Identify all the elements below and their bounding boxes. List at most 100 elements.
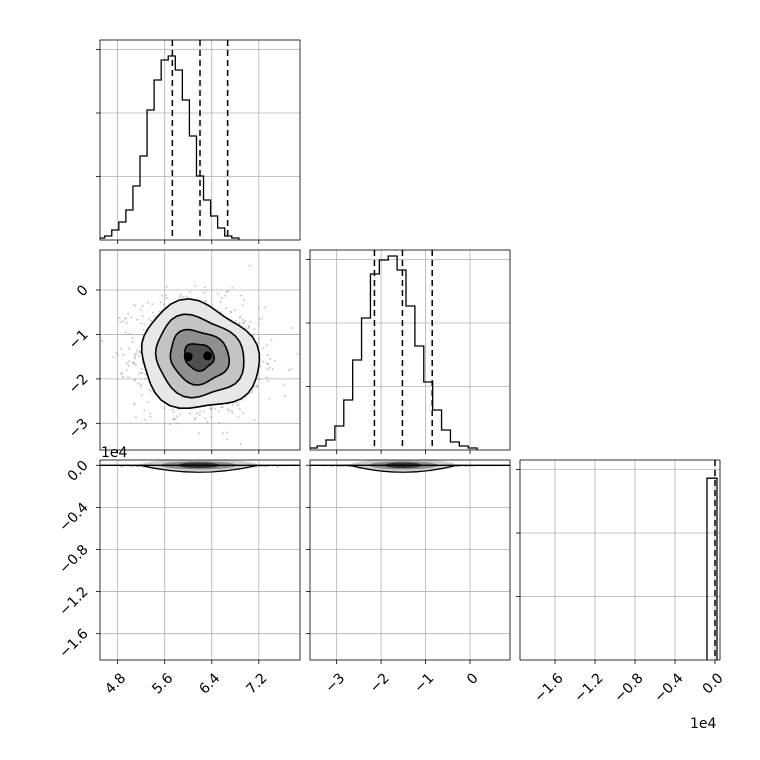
- joint-p0-p1-sample-point: [262, 346, 265, 349]
- joint-p0-p1-sample-point: [112, 356, 115, 359]
- ytick-label-p1-2: −1: [66, 327, 92, 353]
- joint-p0-p1-sample-point: [172, 410, 175, 413]
- joint-p0-p1-sample-point: [151, 311, 154, 314]
- joint-p0-p1-sample-point: [202, 410, 205, 413]
- hist-p0-histogram-step: [100, 55, 240, 240]
- hist-p2-frame: [519, 459, 721, 661]
- joint-p0-p1-sample-point: [125, 321, 128, 324]
- joint-p0-p1-sample-point: [125, 362, 128, 365]
- joint-p0-p1-sample-point: [253, 328, 256, 331]
- joint-p0-p1-sample-point: [262, 360, 265, 363]
- offset-label-left: 1e4: [101, 445, 128, 461]
- joint-p0-p2-contour-outer: [139, 464, 258, 473]
- joint-p0-p1-sample-point: [241, 304, 244, 307]
- joint-p0-p1-sample-point: [242, 411, 245, 414]
- joint-p0-p1-sample-point: [296, 352, 299, 355]
- joint-p0-p1-sample-point: [231, 286, 234, 289]
- joint-p0-p1-sample-point: [139, 385, 142, 388]
- joint-p0-p1-sample-point: [234, 319, 237, 322]
- joint-p0-p1-sample-point: [139, 371, 142, 374]
- xtick-label-p2-4: 0.0: [700, 670, 727, 697]
- joint-p0-p1-sample-point: [143, 323, 146, 326]
- joint-p0-p1-sample-point: [133, 361, 136, 364]
- joint-p0-p1-sample-point: [127, 312, 130, 315]
- joint-p1-p2-frame: [309, 459, 511, 661]
- joint-p0-p1-sample-point: [127, 347, 130, 350]
- joint-p0-p1-sample-point: [127, 376, 130, 379]
- joint-p0-p1-sample-point: [220, 296, 223, 299]
- joint-p1-p2-sample-point: [528, 465, 530, 467]
- joint-p0-p1-sample-point: [128, 332, 131, 335]
- joint-p0-p1-sample-point: [270, 339, 273, 342]
- joint-p0-p1-sample-point: [120, 372, 123, 375]
- joint-p0-p1-sample-point: [179, 296, 182, 299]
- joint-p0-p1-sample-point: [140, 322, 143, 325]
- joint-p0-p1-sample-point: [268, 366, 271, 369]
- joint-p0-p1-sample-point: [237, 415, 240, 418]
- joint-p0-p1-sample-point: [231, 412, 234, 415]
- joint-p0-p1-sample-point: [125, 317, 128, 320]
- joint-p0-p1-sample-point: [222, 432, 225, 435]
- joint-p0-p1-sample-point: [226, 290, 229, 293]
- joint-p0-p1-sample-point: [209, 407, 212, 410]
- joint-p0-p1-sample-point: [198, 432, 201, 435]
- joint-p0-p1-sample-point: [159, 301, 162, 304]
- ytick-label-p1-1: −2: [66, 371, 92, 397]
- joint-p0-p1-sample-point: [226, 431, 229, 434]
- joint-p0-p1-sample-point: [264, 306, 267, 309]
- joint-p0-p1-sample-point: [266, 368, 269, 371]
- hist-p0-panel: [96, 39, 301, 244]
- joint-p0-p1-sample-point: [237, 404, 240, 407]
- joint-p0-p1-sample-point: [253, 385, 256, 388]
- joint-p0-p1-peak-marker-1: [203, 351, 213, 361]
- joint-p0-p1-sample-point: [257, 306, 260, 309]
- joint-p0-p1-sample-point: [230, 311, 233, 314]
- joint-p0-p1-sample-point: [136, 349, 139, 352]
- joint-p0-p1-sample-point: [248, 264, 251, 267]
- joint-p0-p1-sample-point: [258, 318, 261, 321]
- joint-p0-p1-sample-point: [206, 421, 209, 424]
- hist-p1-panel: [306, 249, 511, 454]
- joint-p0-p1-sample-point: [185, 295, 188, 298]
- joint-p0-p1-sample-point: [210, 415, 213, 418]
- joint-p0-p1-sample-point: [194, 284, 197, 287]
- joint-p0-p1-sample-point: [133, 379, 136, 382]
- joint-p0-p1-sample-point: [203, 291, 206, 294]
- joint-p0-p1-sample-point: [165, 285, 168, 288]
- joint-p0-p1-sample-point: [224, 294, 227, 297]
- xtick-label-p1-3: 0: [464, 670, 482, 688]
- ytick-label-p2-4: −1.6: [56, 626, 91, 661]
- joint-p0-p1-sample-point: [125, 368, 128, 371]
- joint-p0-p1-sample-point: [241, 398, 244, 401]
- xtick-label-p2-3: −0.4: [651, 670, 686, 705]
- joint-p1-p2-panel: [306, 459, 530, 664]
- joint-p0-p1-sample-point: [283, 383, 286, 386]
- hist-p1-frame: [309, 249, 511, 451]
- joint-p0-p1-sample-point: [227, 409, 230, 412]
- joint-p0-p1-sample-point: [267, 379, 270, 382]
- joint-p0-p1-sample-point: [273, 359, 276, 362]
- joint-p0-p1-sample-point: [230, 409, 233, 412]
- joint-p0-p1-plot-area: [100, 264, 299, 446]
- joint-p0-p1-sample-point: [176, 422, 179, 425]
- joint-p0-p1-sample-point: [240, 294, 243, 297]
- joint-p0-p1-sample-point: [290, 326, 293, 329]
- joint-p0-p1-sample-point: [127, 364, 130, 367]
- joint-p0-p1-sample-point: [287, 369, 290, 372]
- joint-p0-p1-sample-point: [216, 292, 219, 295]
- joint-p0-p1-sample-point: [118, 316, 121, 319]
- joint-p0-p1-sample-point: [137, 373, 140, 376]
- joint-p0-p1-sample-point: [139, 308, 142, 311]
- joint-p0-p1-sample-point: [158, 310, 161, 313]
- joint-p0-p1-peak-marker-0: [183, 352, 193, 362]
- hist-p2-panel: [516, 459, 721, 664]
- joint-p0-p1-sample-point: [203, 286, 206, 289]
- hist-p1-histogram-step: [310, 255, 478, 450]
- joint-p0-p1-sample-point: [141, 305, 144, 308]
- joint-p0-p1-sample-point: [219, 301, 222, 304]
- joint-p0-p1-sample-point: [133, 357, 136, 360]
- hist-p0-frame: [99, 39, 301, 241]
- joint-p0-p1-sample-point: [290, 367, 293, 370]
- joint-p0-p1-sample-point: [220, 310, 223, 313]
- joint-p0-p1-sample-point: [257, 341, 260, 344]
